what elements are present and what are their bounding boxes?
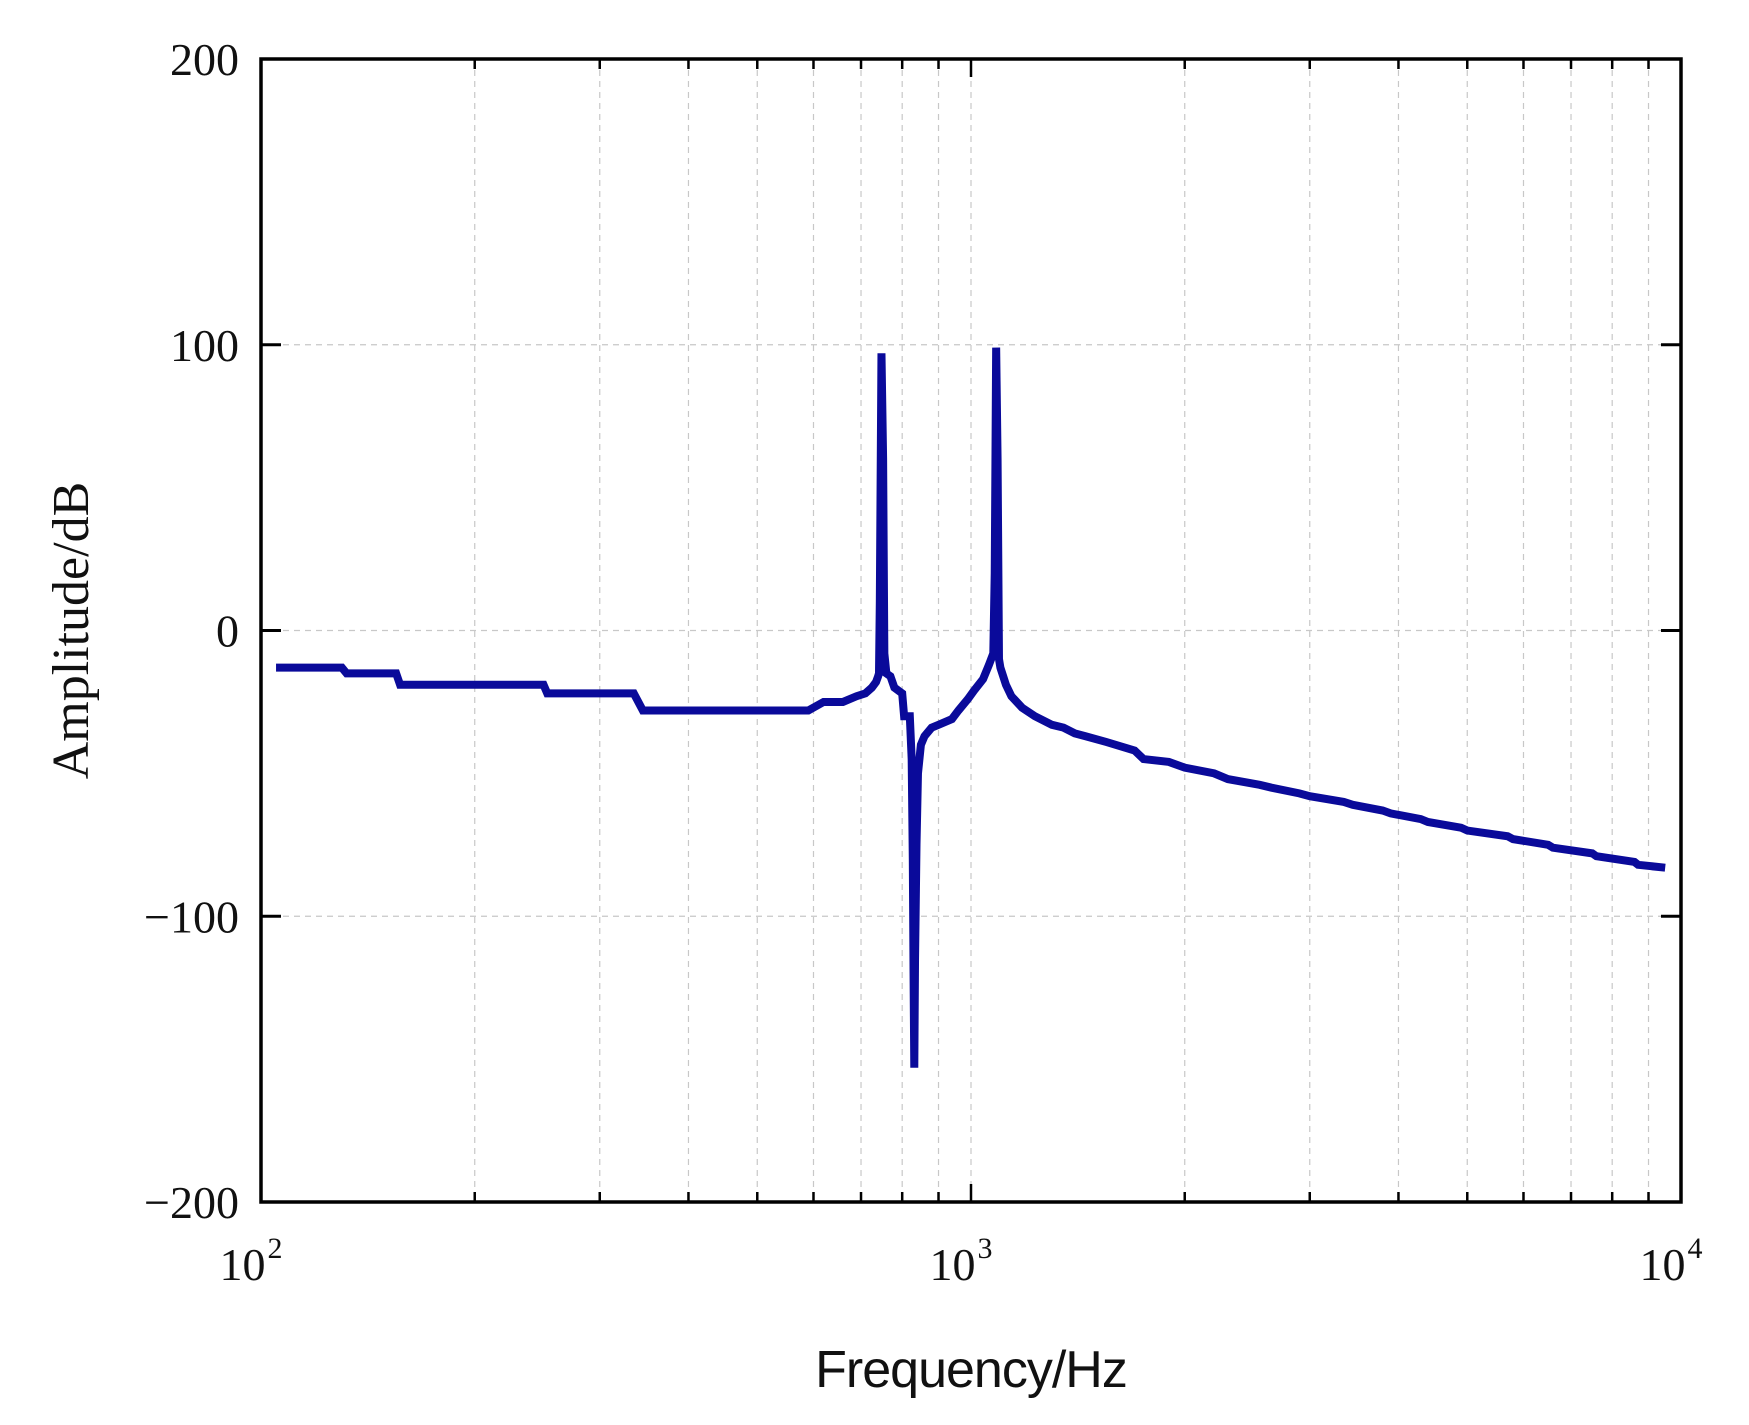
x-tick-label: 102 (220, 1232, 283, 1290)
y-axis-title: Amplitude/dB (43, 482, 100, 780)
y-tick-label: 200 (170, 34, 239, 85)
y-tick-label: 0 (216, 606, 239, 657)
y-tick-label: −100 (144, 891, 239, 942)
x-tick-label: 104 (1640, 1232, 1703, 1290)
y-tick-label: 100 (170, 320, 239, 371)
plot-frame (259, 57, 1683, 1204)
x-axis-title: Frequency/Hz (815, 1341, 1127, 1399)
y-tick-label: −200 (144, 1177, 239, 1228)
grid (261, 59, 1681, 1202)
series-line (276, 347, 1666, 1068)
series (276, 347, 1666, 1068)
x-tick-label: 103 (930, 1232, 993, 1290)
